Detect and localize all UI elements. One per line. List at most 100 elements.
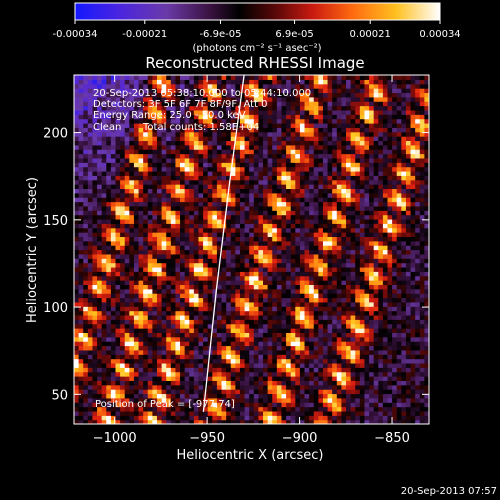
heatmap-cell <box>350 415 356 421</box>
heatmap-cell <box>299 266 306 272</box>
heatmap-cell <box>396 166 402 172</box>
heatmap-cell <box>166 328 172 333</box>
heatmap-cell <box>120 184 126 190</box>
heatmap-cell <box>267 336 273 342</box>
heatmap-cell <box>110 341 117 347</box>
heatmap-cell <box>401 218 407 224</box>
heatmap-cell <box>221 341 227 347</box>
heatmap-cell <box>424 284 429 290</box>
heatmap-cell <box>318 162 324 168</box>
heatmap-cell <box>382 310 389 316</box>
heatmap-cell <box>341 345 347 351</box>
heatmap-cell <box>322 166 329 172</box>
heatmap-cell <box>147 271 153 277</box>
heatmap-cell <box>290 223 296 229</box>
heatmap-cell <box>78 415 84 421</box>
heatmap-cell <box>258 349 264 355</box>
heatmap-cell <box>253 314 260 320</box>
heatmap-cell <box>272 301 278 307</box>
heatmap-cell <box>415 284 421 290</box>
heatmap-cell <box>115 323 121 329</box>
heatmap-cell <box>189 258 195 264</box>
heatmap-cell <box>120 306 126 312</box>
heatmap-cell <box>156 175 163 181</box>
heatmap-cell <box>124 205 130 211</box>
heatmap-cell <box>138 419 144 424</box>
heatmap-cell <box>92 380 98 386</box>
heatmap-cell <box>373 149 379 155</box>
heatmap-cell <box>198 170 204 176</box>
heatmap-cell <box>419 297 425 303</box>
heatmap-cell <box>129 262 135 268</box>
heatmap-cell <box>304 380 310 386</box>
heatmap-cell <box>272 306 278 312</box>
heatmap-cell <box>161 288 167 294</box>
heatmap-cell <box>120 284 126 290</box>
heatmap-cell <box>318 236 324 242</box>
colorbar-units: (photons cm⁻² s⁻¹ asec⁻²) <box>192 43 321 54</box>
heatmap-cell <box>212 149 218 155</box>
heatmap-cell <box>327 380 333 386</box>
heatmap-cell <box>115 306 121 312</box>
heatmap-cell <box>286 393 292 399</box>
heatmap-cell <box>239 380 246 386</box>
heatmap-cell <box>286 232 292 238</box>
heatmap-cell <box>207 218 213 224</box>
heatmap-cell <box>97 188 103 194</box>
heatmap-cell <box>106 297 112 303</box>
heatmap-cell <box>97 367 103 373</box>
heatmap-cell <box>295 371 301 377</box>
heatmap-cell <box>396 218 402 224</box>
heatmap-cell <box>415 197 421 203</box>
heatmap-cell <box>318 384 324 390</box>
heatmap-cell <box>161 166 167 172</box>
heatmap-cell <box>115 367 121 373</box>
heatmap-cell <box>221 362 227 368</box>
heatmap-cell <box>138 354 144 360</box>
heatmap-cell <box>332 402 338 408</box>
heatmap-cell <box>327 227 333 233</box>
heatmap-cell <box>419 415 425 421</box>
heatmap-cell <box>424 310 429 316</box>
heatmap-cell <box>272 227 278 233</box>
heatmap-cell <box>281 301 287 307</box>
heatmap-cell <box>198 210 204 216</box>
heatmap-cell <box>396 280 402 285</box>
heatmap-cell <box>313 266 319 272</box>
heatmap-cell <box>129 297 135 303</box>
heatmap-cell <box>239 323 246 329</box>
heatmap-cell <box>309 175 315 181</box>
heatmap-cell <box>244 354 250 360</box>
heatmap-cell <box>276 240 283 246</box>
heatmap-cell <box>341 179 347 185</box>
heatmap-cell <box>359 218 366 224</box>
heatmap-cell <box>156 332 163 338</box>
heatmap-cell <box>203 288 209 294</box>
heatmap-cell <box>309 245 315 251</box>
heatmap-cell <box>299 301 306 307</box>
heatmap-cell <box>322 406 329 412</box>
heatmap-cell <box>309 323 315 329</box>
heatmap-cell <box>175 376 181 381</box>
heatmap-cell <box>235 371 241 377</box>
heatmap-cell <box>419 227 425 233</box>
heatmap-cell <box>180 236 186 242</box>
heatmap-cell <box>258 345 264 351</box>
heatmap-cell <box>193 275 200 281</box>
heatmap-cell <box>392 262 398 268</box>
heatmap-cell <box>180 227 186 233</box>
heatmap-cell <box>216 179 223 185</box>
heatmap-cell <box>313 410 319 416</box>
heatmap-cell <box>336 175 343 181</box>
heatmap-cell <box>170 293 177 299</box>
heatmap-cell <box>97 253 103 259</box>
heatmap-cell <box>152 232 158 238</box>
heatmap-cell <box>341 354 347 360</box>
heatmap-cell <box>392 271 398 277</box>
heatmap-cell <box>152 223 158 229</box>
heatmap-cell <box>401 188 407 194</box>
heatmap-cell <box>410 271 416 277</box>
heatmap-cell <box>369 384 375 390</box>
heatmap-cell <box>180 328 186 333</box>
heatmap-cell <box>382 336 389 342</box>
